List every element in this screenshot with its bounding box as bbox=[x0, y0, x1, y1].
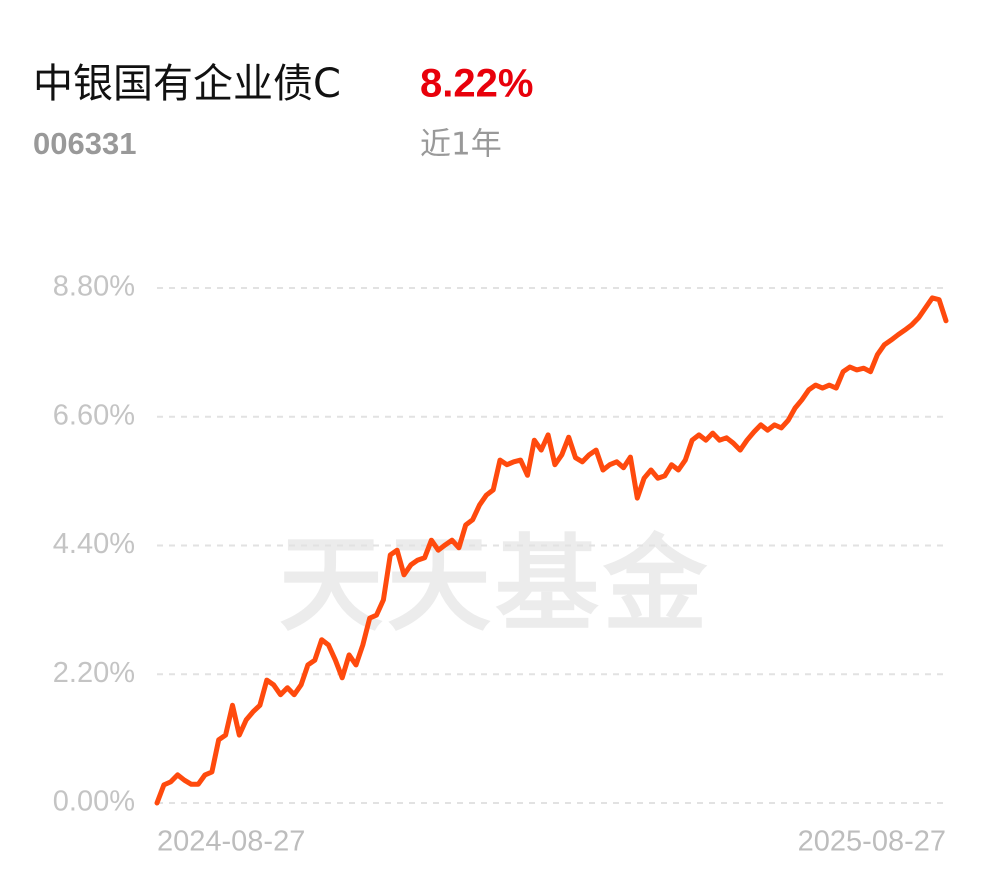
line bbox=[154, 295, 949, 806]
x-tick-label: 2025-08-27 bbox=[798, 826, 946, 858]
fund-name: 中银国有企业债C bbox=[33, 61, 341, 107]
y-tick-label: 6.60% bbox=[53, 399, 135, 431]
y-tick-label: 0.00% bbox=[53, 786, 135, 818]
fund-return: 8.22% bbox=[420, 62, 533, 106]
y-tick-label: 8.80% bbox=[53, 271, 135, 303]
watermark: 天天基金 bbox=[279, 523, 711, 645]
x-tick-label: 2024-08-27 bbox=[157, 826, 305, 858]
y-tick-label: 4.40% bbox=[53, 528, 135, 560]
fund-code: 006331 bbox=[33, 126, 136, 161]
y-tick-label: 2.20% bbox=[53, 657, 135, 689]
period: 近1年 bbox=[420, 127, 502, 163]
